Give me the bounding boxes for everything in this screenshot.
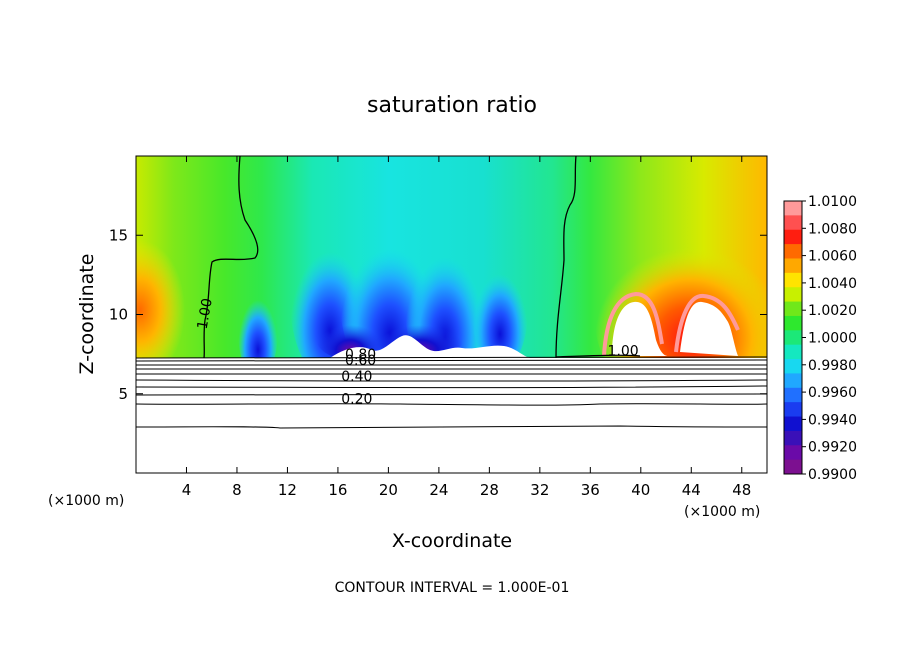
contour-line-1-00-short xyxy=(555,354,641,358)
field-cold-core-1 xyxy=(238,280,278,380)
contour-line xyxy=(136,425,767,429)
field-lower-region xyxy=(136,358,767,473)
contour-label: 1.00 xyxy=(195,297,216,330)
colorbar-label: 0.9900 xyxy=(808,467,857,483)
field-cold-deep-1 xyxy=(315,310,385,360)
field-white-region-1 xyxy=(612,301,668,356)
contour-label: 0.80 xyxy=(345,347,376,363)
colorbar-label: 1.0060 xyxy=(808,249,857,265)
colorbar-swatch xyxy=(784,272,802,288)
x-tick-label: 12 xyxy=(278,481,297,499)
colorbar-swatch xyxy=(784,287,802,303)
x-axis: 4 8 12 16 20 24 28 32 36 40 44 48 xyxy=(182,156,751,499)
colorbar-swatch xyxy=(784,373,802,389)
y-tick-label: 15 xyxy=(109,226,128,244)
colorbar-swatch xyxy=(784,229,802,245)
contour-line-1-00-left xyxy=(203,156,259,359)
contour-label: 1.00 xyxy=(608,344,639,360)
x-tick-label: 48 xyxy=(732,481,751,499)
colorbar-swatch xyxy=(784,387,802,403)
field-warm-left xyxy=(136,240,185,380)
colorbar-swatch xyxy=(784,430,802,446)
x-tick-label: 20 xyxy=(379,481,398,499)
contour-label-group: 1.00 1.00 0.800.600.40 0.20 xyxy=(195,297,639,407)
colorbar-swatch xyxy=(784,344,802,360)
colorbar-label: 0.9960 xyxy=(808,385,857,401)
colorbar-label: 1.0000 xyxy=(808,331,857,347)
contour-line xyxy=(136,385,767,389)
x-tick-label: 8 xyxy=(232,481,242,499)
colorbar-label: 0.9920 xyxy=(808,440,857,456)
colorbar-swatch xyxy=(784,402,802,418)
colorbar-swatch xyxy=(784,315,802,331)
colorbar-swatch xyxy=(784,459,802,475)
field-cold-core-5 xyxy=(472,250,528,370)
x-unit-label-right: (×1000 m) xyxy=(684,504,760,520)
y-axis-label: Z-coordinate xyxy=(76,254,98,375)
x-tick-label: 40 xyxy=(631,481,650,499)
x-tick-label: 16 xyxy=(328,481,347,499)
contour-line xyxy=(136,403,767,406)
contour-line xyxy=(136,379,767,382)
x-tick-label: 28 xyxy=(480,481,499,499)
y-tick-label: 5 xyxy=(118,385,128,403)
colorbar-swatch xyxy=(784,359,802,374)
y-tick-label: 10 xyxy=(109,306,128,324)
contour-line xyxy=(136,393,767,396)
x-tick-label: 24 xyxy=(429,481,448,499)
contour-label: 0.40 xyxy=(341,369,372,385)
colorbar-swatch xyxy=(784,301,802,317)
x-axis-label: X-coordinate xyxy=(392,530,512,552)
colorbar-swatch xyxy=(784,215,802,231)
chart-title: saturation ratio xyxy=(367,93,537,118)
y-axis: 5 10 15 xyxy=(109,226,767,403)
colorbar-swatch xyxy=(784,258,802,274)
x-tick-label: 4 xyxy=(182,481,192,499)
plot-area: 1.00 1.00 0.800.600.40 0.20 xyxy=(136,156,767,473)
x-tick-label: 32 xyxy=(530,481,549,499)
colorbar-label: 1.0100 xyxy=(808,194,857,210)
colorbar-label: 1.0080 xyxy=(808,221,857,237)
colorbar-label: 1.0040 xyxy=(808,276,857,292)
contour-label: 0.60 xyxy=(345,353,376,369)
colorbar: 1.0100 1.0080 1.0060 1.0040 1.0020 1.0000 0.99… xyxy=(783,194,857,483)
colorbar-label: 0.9980 xyxy=(808,358,857,374)
colorbar-label: 0.9940 xyxy=(808,412,857,428)
x-tick-label: 44 xyxy=(682,481,701,499)
colorbar-swatch xyxy=(784,244,802,259)
colorbar-swatch xyxy=(784,445,802,461)
field-pink-rim xyxy=(602,291,740,357)
x-tick-label: 36 xyxy=(581,481,600,499)
contour-line-1-00-right xyxy=(555,156,577,359)
contour-lines-lower xyxy=(136,356,767,429)
contour-interval-note: CONTOUR INTERVAL = 1.000E-01 xyxy=(335,580,570,596)
contour-label: 0.20 xyxy=(341,391,372,407)
colorbar-swatch xyxy=(784,201,802,216)
colorbar-swatch xyxy=(784,330,802,346)
field-white-region-2 xyxy=(680,301,738,356)
contour-line xyxy=(136,356,767,359)
colorbar-label: 1.0020 xyxy=(808,303,857,319)
contour-lines-unity xyxy=(203,156,641,359)
field-white-bumps xyxy=(330,335,530,358)
x-unit-label-left: (×1000 m) xyxy=(48,493,124,509)
colorbar-swatch xyxy=(784,416,802,432)
